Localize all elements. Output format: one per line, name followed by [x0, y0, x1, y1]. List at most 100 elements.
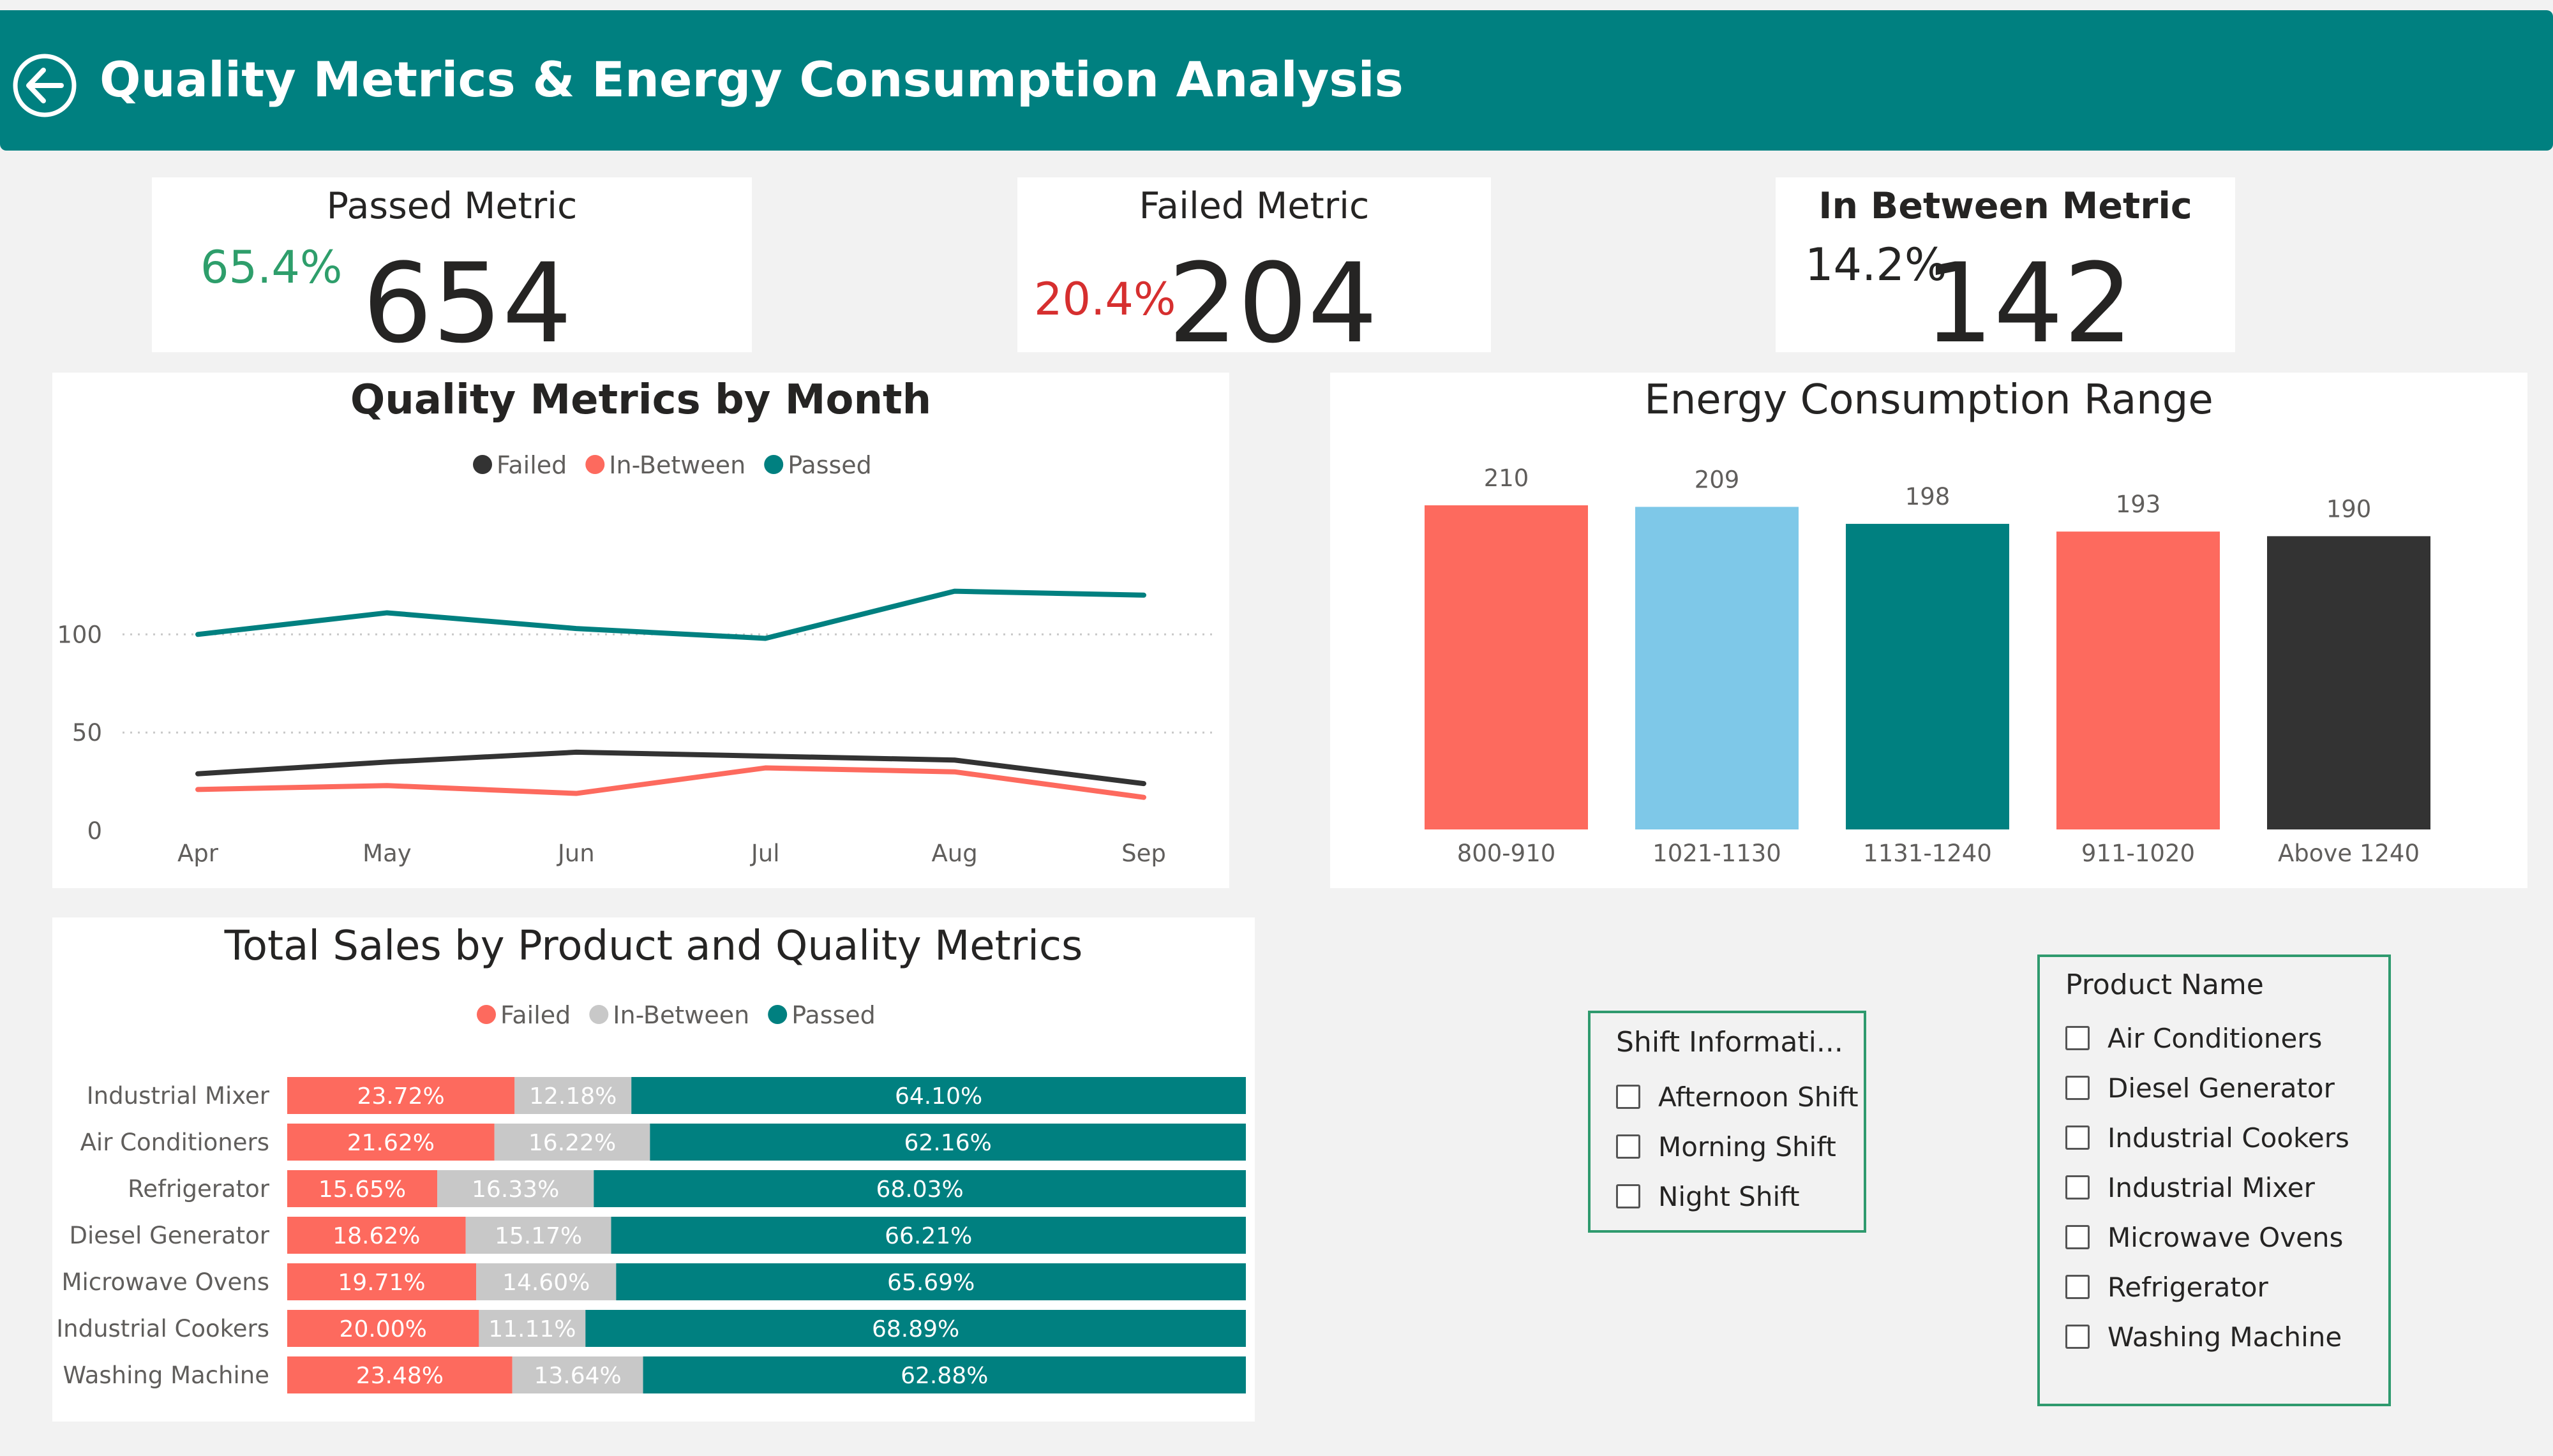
y-tick-label: 100: [57, 621, 102, 648]
segment-value-label: 11.11%: [488, 1316, 576, 1342]
stacked-chart-card: Total Sales by Product and Quality Metri…: [52, 917, 1255, 1422]
slicer-item-label: Night Shift: [1658, 1180, 1800, 1212]
bar: [1425, 505, 1588, 829]
legend-marker: [764, 455, 784, 474]
x-tick-label: Above 1240: [2278, 840, 2420, 867]
segment-value-label: 15.17%: [495, 1223, 582, 1249]
x-tick-label: Sep: [1121, 840, 1166, 867]
slicer-item-industrial-cookers[interactable]: Industrial Cookers: [2065, 1115, 2349, 1160]
checkbox-icon[interactable]: [2065, 1175, 2090, 1200]
category-label: Diesel Generator: [69, 1222, 269, 1249]
bar: [1846, 524, 2009, 829]
slicer-item-diesel-generator[interactable]: Diesel Generator: [2065, 1066, 2335, 1110]
kpi-card-between: In Between Metric 14.2% 142: [1776, 177, 2235, 359]
slicer-item-refrigerator[interactable]: Refrigerator: [2065, 1265, 2268, 1309]
stacked-segment-failed: [287, 1124, 495, 1161]
slicer-item-label: Washing Machine: [2108, 1321, 2342, 1353]
category-label: Microwave Ovens: [62, 1268, 269, 1296]
slicer-item-night-shift[interactable]: Night Shift: [1616, 1174, 1800, 1219]
bar: [1635, 507, 1799, 829]
x-tick-label: Jun: [557, 840, 595, 867]
bar: [2056, 531, 2220, 829]
header-bar: Quality Metrics & Energy Consumption Ana…: [0, 10, 2553, 151]
kpi-value-failed: 204: [1168, 239, 1378, 368]
y-tick-label: 50: [72, 719, 102, 747]
stacked-segment-passed: [594, 1170, 1246, 1207]
segment-value-label: 14.60%: [502, 1270, 590, 1296]
checkbox-icon[interactable]: [2065, 1076, 2090, 1100]
slicer-item-label: Air Conditioners: [2108, 1022, 2323, 1054]
shift-slicer-title: Shift Informati...: [1616, 1026, 1843, 1059]
checkbox-icon[interactable]: [2065, 1325, 2090, 1349]
segment-value-label: 18.62%: [333, 1223, 420, 1249]
bar-value-label: 209: [1695, 466, 1740, 493]
bar-value-label: 193: [2116, 491, 2161, 518]
stacked-segment-passed: [611, 1217, 1246, 1254]
series-line-in-between: [195, 765, 1146, 800]
slicer-item-industrial-mixer[interactable]: Industrial Mixer: [2065, 1165, 2315, 1210]
series-line-passed: [195, 588, 1146, 641]
stacked-segment-passed: [585, 1310, 1246, 1347]
product-slicer-title: Product Name: [2065, 969, 2264, 1001]
segment-value-label: 23.48%: [356, 1363, 444, 1389]
back-arrow-icon[interactable]: [11, 52, 78, 119]
stacked-chart-title: Total Sales by Product and Quality Metri…: [224, 923, 1083, 970]
checkbox-icon[interactable]: [1616, 1085, 1640, 1109]
x-tick-label: 911-1020: [2081, 840, 2195, 867]
kpi-percent-between: 14.2%: [1805, 239, 1947, 291]
x-tick-label: Aug: [931, 840, 977, 867]
segment-value-label: 65.69%: [887, 1270, 975, 1296]
kpi-card-passed: Passed Metric 65.4% 654: [152, 177, 752, 359]
checkbox-icon[interactable]: [2065, 1275, 2090, 1299]
slicer-item-washing-machine[interactable]: Washing Machine: [2065, 1314, 2342, 1359]
segment-value-label: 16.33%: [472, 1177, 559, 1203]
bar-chart: 210 800-910 209 1021-1130 198 1131-1240 193 911…: [1425, 464, 2430, 867]
x-tick-label: May: [363, 840, 412, 867]
stacked-segment-passed: [631, 1077, 1246, 1114]
kpi-card-failed: Failed Metric 20.4% 204: [1017, 177, 1491, 359]
stacked-segment-in-between: [494, 1124, 650, 1161]
stacked-bar-chart: Failed In-Between Passed Industrial Mixer 23…: [56, 1001, 1246, 1393]
segment-value-label: 12.18%: [529, 1083, 617, 1110]
segment-value-label: 20.00%: [340, 1316, 427, 1342]
checkbox-icon[interactable]: [2065, 1225, 2090, 1249]
bar: [2267, 536, 2430, 829]
slicer-item-label: Morning Shift: [1658, 1131, 1836, 1163]
stacked-segment-in-between: [512, 1356, 643, 1393]
bar-chart-title: Energy Consumption Range: [1644, 376, 2213, 424]
slicer-item-afternoon-shift[interactable]: Afternoon Shift: [1616, 1074, 1859, 1119]
bar-chart-card: Energy Consumption Range 210 800-910 209 10…: [1330, 373, 2527, 888]
shift-slicer: Shift Informati... Afternoon Shift Morni…: [1588, 1011, 1866, 1233]
slicer-item-label: Industrial Cookers: [2108, 1122, 2349, 1154]
legend-label: Failed: [500, 1001, 571, 1029]
checkbox-icon[interactable]: [2065, 1125, 2090, 1150]
legend-marker: [589, 1005, 609, 1024]
line-chart-title: Quality Metrics by Month: [350, 376, 932, 424]
checkbox-icon[interactable]: [1616, 1134, 1640, 1159]
legend-label: Passed: [788, 451, 872, 479]
kpi-title-passed: Passed Metric: [326, 185, 578, 227]
legend-label: In-Between: [613, 1001, 749, 1029]
checkbox-icon[interactable]: [1616, 1184, 1640, 1208]
stacked-segment-failed: [287, 1310, 479, 1347]
stacked-segment-in-between: [479, 1310, 586, 1347]
kpi-percent-failed: 20.4%: [1034, 273, 1176, 325]
slicer-item-label: Diesel Generator: [2108, 1072, 2335, 1104]
segment-value-label: 66.21%: [885, 1223, 972, 1249]
bar-value-label: 210: [1484, 464, 1529, 492]
segment-value-label: 15.65%: [318, 1177, 406, 1203]
stacked-segment-in-between: [476, 1263, 617, 1300]
slicer-item-air-conditioners[interactable]: Air Conditioners: [2065, 1016, 2322, 1060]
legend-marker: [768, 1005, 788, 1024]
segment-value-label: 16.22%: [528, 1130, 616, 1156]
slicer-item-morning-shift[interactable]: Morning Shift: [1616, 1124, 1836, 1169]
stacked-segment-failed: [287, 1077, 515, 1114]
page-title: Quality Metrics & Energy Consumption Ana…: [100, 51, 1404, 108]
stacked-segment-in-between: [465, 1217, 611, 1254]
checkbox-icon[interactable]: [2065, 1026, 2090, 1050]
x-tick-label: 1021-1130: [1652, 840, 1781, 867]
segment-value-label: 62.16%: [904, 1130, 992, 1156]
slicer-item-microwave-ovens[interactable]: Microwave Ovens: [2065, 1215, 2343, 1259]
x-tick-label: Apr: [177, 840, 219, 867]
stacked-segment-passed: [650, 1124, 1246, 1161]
